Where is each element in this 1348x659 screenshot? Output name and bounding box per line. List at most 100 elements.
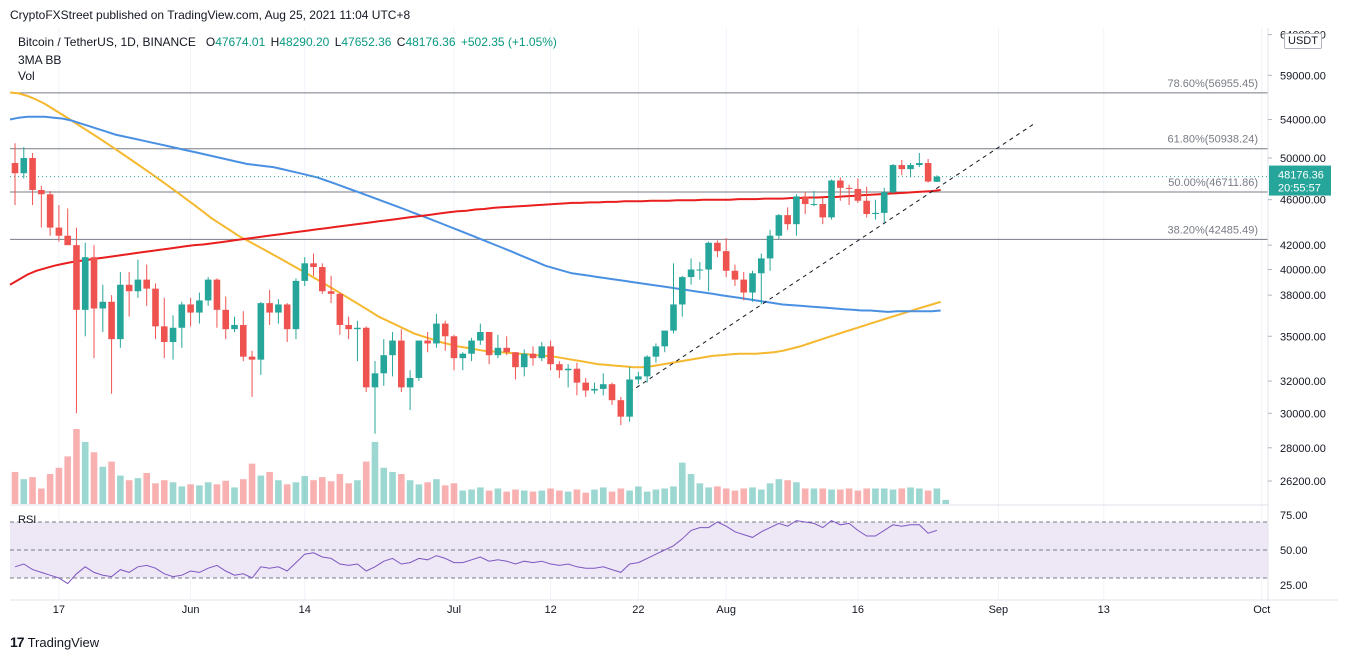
volume-bar: [793, 482, 800, 504]
volume-bar: [784, 480, 791, 504]
volume-bar: [907, 487, 914, 504]
volume-bar: [573, 489, 581, 504]
time-tick-label: 17: [53, 604, 65, 616]
volume-bar: [687, 474, 695, 504]
volume-bar: [55, 467, 63, 504]
candle-body: [319, 267, 326, 292]
time-tick-label: Aug: [716, 604, 736, 616]
price-tick-label: 40000.00: [1280, 265, 1326, 277]
price-tick-label: 50000.00: [1280, 153, 1326, 165]
candle-body: [494, 347, 502, 356]
candle-body: [73, 245, 80, 310]
volume-bar: [73, 429, 80, 504]
candle-body: [441, 323, 449, 337]
fibonacci-layer: 78.60%(56955.45) 61.80%(50938.24) 50.00%(4…: [10, 78, 1268, 240]
volume-bar: [828, 489, 835, 504]
symbol-name[interactable]: Bitcoin / TetherUS, 1D, BINANCE: [18, 35, 196, 49]
volume-bar: [477, 487, 484, 504]
volume-bar: [283, 484, 291, 504]
countdown-label: 20:55:57: [1278, 183, 1321, 195]
volume-bar: [248, 463, 256, 504]
candle-body: [845, 187, 853, 189]
candle-body: [11, 163, 19, 174]
candle-body: [731, 270, 739, 280]
volume-bar: [722, 488, 730, 504]
candle-body: [608, 384, 616, 401]
volume-bar: [354, 480, 361, 504]
candle-body: [231, 324, 238, 330]
volume-bar: [90, 452, 98, 504]
volume-bar: [810, 488, 818, 504]
candle-body: [714, 242, 721, 252]
volume-bar: [319, 477, 326, 504]
ma-200-line: [9, 189, 941, 286]
volume-bar: [538, 490, 546, 504]
candle-body: [810, 204, 818, 206]
indicator-volume[interactable]: Vol: [18, 69, 35, 83]
candle-body: [301, 263, 309, 281]
candle-body: [529, 353, 537, 359]
candle-body: [924, 163, 932, 182]
volume-bar: [187, 484, 194, 504]
volume-bar: [608, 491, 616, 504]
candle-body: [38, 189, 45, 195]
volume-bar: [485, 490, 493, 504]
candle-body: [459, 353, 467, 359]
candle-body: [222, 309, 230, 330]
candle-body: [828, 180, 835, 218]
volume-bar: [599, 487, 607, 504]
candle-body: [784, 215, 791, 225]
tradingview-footer[interactable]: 17 TradingView: [10, 634, 99, 650]
volume-bar: [889, 489, 897, 504]
price-tick-label: 30000.00: [1280, 408, 1326, 420]
candle-body: [520, 353, 528, 368]
candle-body: [143, 279, 150, 289]
volume-bar: [696, 483, 704, 504]
indicator-3ma-bb[interactable]: 3MA BB: [18, 53, 62, 67]
candle-body: [406, 377, 414, 388]
time-tick-label: Jun: [182, 604, 200, 616]
candle-body: [125, 284, 133, 292]
candle-body: [898, 165, 906, 170]
candle-body: [275, 304, 282, 313]
candle-body: [239, 324, 247, 357]
volume-bar: [678, 462, 686, 504]
candle-body: [907, 165, 914, 170]
fib-level-label: 78.60%(56955.45): [1167, 78, 1258, 90]
time-tick-label: 16: [852, 604, 864, 616]
candle-body: [354, 327, 361, 330]
change-value: +502.35 (+1.05%): [460, 35, 557, 49]
low-value: 47652.36: [341, 35, 392, 49]
candle-body: [670, 304, 677, 331]
moving-averages-layer: [9, 91, 941, 369]
candle-body: [880, 192, 888, 213]
volume-bar: [837, 489, 844, 504]
volume-bar: [872, 488, 879, 504]
candle-body: [556, 364, 563, 371]
time-tick-label: Oct: [1253, 604, 1270, 616]
rsi-tick-label: 75.00: [1280, 510, 1308, 522]
currency-badge[interactable]: USDT: [1284, 33, 1322, 49]
volume-bar: [942, 499, 949, 504]
candle-body: [266, 303, 273, 313]
grid-layer: [58, 28, 1263, 600]
volume-bar: [643, 491, 651, 504]
candle-body: [213, 279, 221, 310]
candle-body: [99, 301, 107, 309]
candle-body: [652, 346, 660, 357]
volume-bar: [424, 482, 431, 504]
candle-body: [749, 273, 756, 293]
candle-body: [591, 388, 598, 391]
time-tick-label: 12: [544, 604, 556, 616]
volume-bar: [529, 491, 537, 504]
volume-bar: [819, 488, 827, 504]
volume-bar: [11, 471, 19, 504]
volume-bar: [626, 490, 633, 504]
candle-body: [450, 336, 458, 359]
volume-bar: [152, 483, 159, 504]
candle-body: [108, 301, 115, 340]
volume-bar: [520, 490, 528, 504]
current-price-label: 48176.36: [1278, 170, 1324, 182]
volume-bar: [398, 474, 405, 504]
volume-bar: [292, 482, 300, 504]
